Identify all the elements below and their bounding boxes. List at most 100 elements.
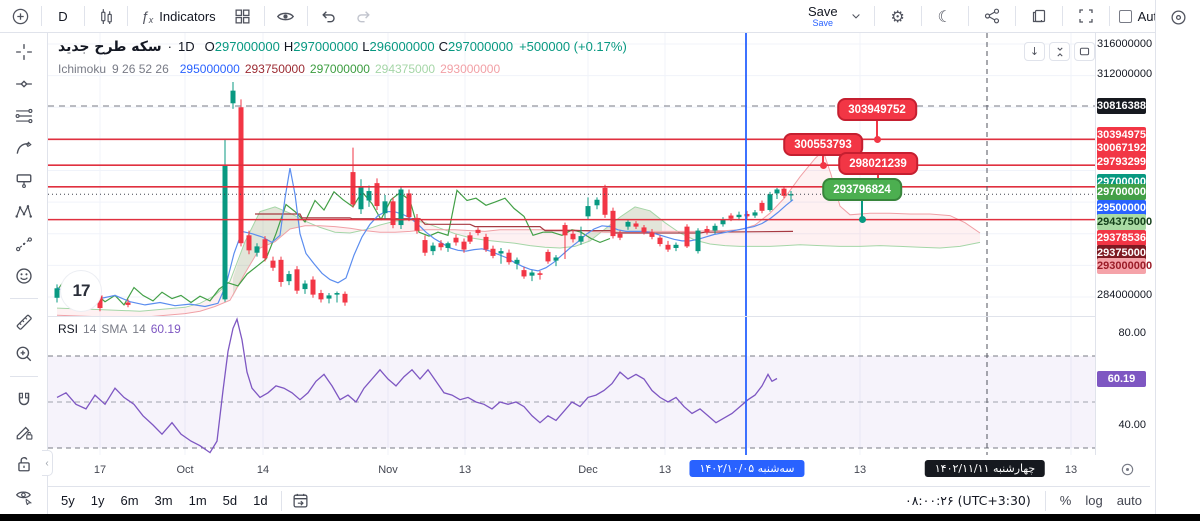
ohlc-value: 297000000	[293, 39, 359, 54]
ohlc-key: C	[438, 39, 448, 54]
lock-drawings-tool[interactable]	[8, 453, 40, 474]
ichimoku-values: 295000000 293750000 297000000 294375000 2930…	[175, 62, 500, 76]
rsi-pane[interactable]	[48, 317, 1095, 455]
ohlc-key: L	[362, 39, 370, 54]
forecast-tool[interactable]	[8, 233, 40, 254]
rsi-name: RSI	[58, 322, 79, 336]
alert-price-label[interactable]: 298021239	[838, 152, 918, 175]
time-tick: 14	[256, 464, 270, 476]
go-to-date-button[interactable]	[290, 490, 312, 512]
time-axis-settings[interactable]	[1120, 462, 1135, 477]
percent-scale-button[interactable]: %	[1059, 493, 1072, 508]
timeframe-button[interactable]: D	[58, 8, 68, 24]
price-axis-badge: 60.19	[1097, 371, 1146, 387]
calendar-icon	[293, 493, 308, 508]
ichimoku-name: Ichimoku	[58, 62, 107, 76]
pattern-tool[interactable]	[8, 201, 40, 222]
dark-mode-button[interactable]: ☾	[931, 2, 959, 30]
date-badge-blue: سه‌شنبه ۱۴۰۲/۱۰/۰۵	[689, 460, 805, 477]
magnet-icon	[18, 392, 29, 405]
range-button-5y[interactable]: 5y	[61, 493, 75, 508]
text-callout-icon	[16, 173, 31, 188]
alert-price-label[interactable]: 293796824	[822, 178, 902, 201]
maximize-pane-button[interactable]	[1074, 42, 1095, 61]
range-buttons: 5y 1y 6m 3m 1m 5d 1d	[56, 491, 273, 510]
save-status: Save	[812, 17, 834, 28]
brush-icon	[16, 141, 32, 154]
collapse-pane-button[interactable]	[1049, 42, 1070, 61]
indicators-button[interactable]: ƒx Indicators	[141, 7, 216, 25]
time-tick: Nov	[378, 464, 398, 476]
rsi-legend[interactable]: RSI 14 SMA 14 60.19	[58, 322, 181, 336]
drawing-mode-tool[interactable]	[8, 421, 40, 442]
candlestick-series	[54, 81, 794, 312]
divider	[127, 6, 128, 26]
add-symbol-button[interactable]	[6, 2, 34, 30]
undo-icon	[322, 10, 335, 22]
sidebar-collapse-handle[interactable]: ‹	[42, 450, 53, 476]
zoom-in-icon	[16, 346, 31, 361]
symbol-legend[interactable]: سکه طرح جدید · 1D O297000000 H297000000 L2…	[58, 39, 627, 55]
text-tool[interactable]	[8, 169, 40, 190]
pane-separator[interactable]	[48, 316, 1150, 317]
divider	[84, 6, 85, 26]
price-chart-canvas	[48, 33, 1095, 319]
hide-drawings-tool[interactable]	[8, 485, 40, 506]
price-pane[interactable]	[48, 33, 1095, 319]
magnet-tool[interactable]	[8, 389, 40, 410]
crosshair-icon	[15, 43, 32, 60]
fullscreen-button[interactable]	[1072, 2, 1100, 30]
scroll-down-button[interactable]: ↓	[1024, 42, 1045, 61]
ohlc-values: O297000000 H297000000 L296000000 C297000000	[201, 39, 513, 54]
redo-button[interactable]	[350, 2, 378, 30]
ichimoku-value: 294375000	[374, 62, 436, 76]
save-button[interactable]: Save Save	[807, 3, 838, 28]
range-button-5d[interactable]: 5d	[222, 493, 238, 508]
range-button-3m[interactable]: 3m	[154, 493, 173, 508]
candles-icon	[100, 8, 112, 24]
watchlist-toggle-button[interactable]	[1164, 3, 1192, 31]
price-axis[interactable]: 316000000 312000000 308163880 303949752 3006…	[1096, 33, 1153, 455]
range-button-1y[interactable]: 1y	[90, 493, 105, 508]
session-clock[interactable]: ۰۸:۰۰:۲۶ (UTC+3:30)	[905, 493, 1031, 508]
range-button-6m[interactable]: 6m	[120, 493, 139, 508]
log-scale-button[interactable]: log	[1085, 493, 1103, 508]
measure-tool[interactable]	[8, 311, 40, 332]
zoom-in-tool[interactable]	[8, 343, 40, 364]
chart-style-button[interactable]	[92, 2, 120, 30]
ohlc-key: O	[204, 39, 215, 54]
crosshair-tool[interactable]	[8, 41, 40, 62]
publish-button[interactable]	[1025, 2, 1053, 30]
clipboard-icon	[1032, 9, 1045, 23]
range-button-1d[interactable]: 1d	[253, 493, 268, 508]
auto-scale-button[interactable]: auto	[1116, 493, 1142, 508]
quick-view-button[interactable]	[272, 2, 300, 30]
toolbar-separator	[9, 298, 38, 299]
bottom-toolbar: 5y 1y 6m 3m 1m 5d 1d ۰۸:۰۰:۲۶ (UTC+3:30) % log…	[48, 487, 1150, 514]
rsi-sma-label: SMA	[101, 322, 128, 336]
price-axis-badge: 297000000	[1097, 184, 1153, 200]
undo-button[interactable]	[315, 2, 343, 30]
ichimoku-value: 293750000	[244, 62, 305, 76]
range-button-1m[interactable]: 1m	[188, 493, 207, 508]
alert-price-label[interactable]: 300553793	[783, 133, 863, 156]
alert-anchor-dot	[819, 161, 827, 169]
maximize-icon	[1079, 47, 1090, 56]
brush-tool[interactable]	[8, 137, 40, 158]
alert-price-label[interactable]: 303949752	[837, 98, 917, 121]
fib-tool[interactable]	[8, 105, 40, 126]
time-axis[interactable]: 17 Oct 14 Nov 13 Dec 13 13 13 سه‌شنبه ۱۴۰۲/۱۰/۰۵ چ…	[48, 455, 1150, 487]
trend-line-tool[interactable]	[8, 73, 40, 94]
indicator-templates-button[interactable]	[229, 2, 257, 30]
price-axis-badge: 303949752	[1097, 127, 1153, 143]
emoji-tool[interactable]	[8, 265, 40, 286]
rsi-period: 14	[83, 322, 97, 336]
time-tick: 13	[458, 464, 472, 476]
alert-anchor-dot	[858, 215, 866, 223]
ichimoku-legend[interactable]: Ichimoku 9 26 52 26 295000000 293750000 29…	[58, 62, 500, 76]
save-menu-button[interactable]	[847, 2, 865, 30]
autosave-checkbox	[1118, 9, 1132, 23]
time-tick: Dec	[578, 464, 598, 476]
share-button[interactable]	[978, 2, 1006, 30]
settings-button[interactable]: ⚙	[884, 2, 912, 30]
